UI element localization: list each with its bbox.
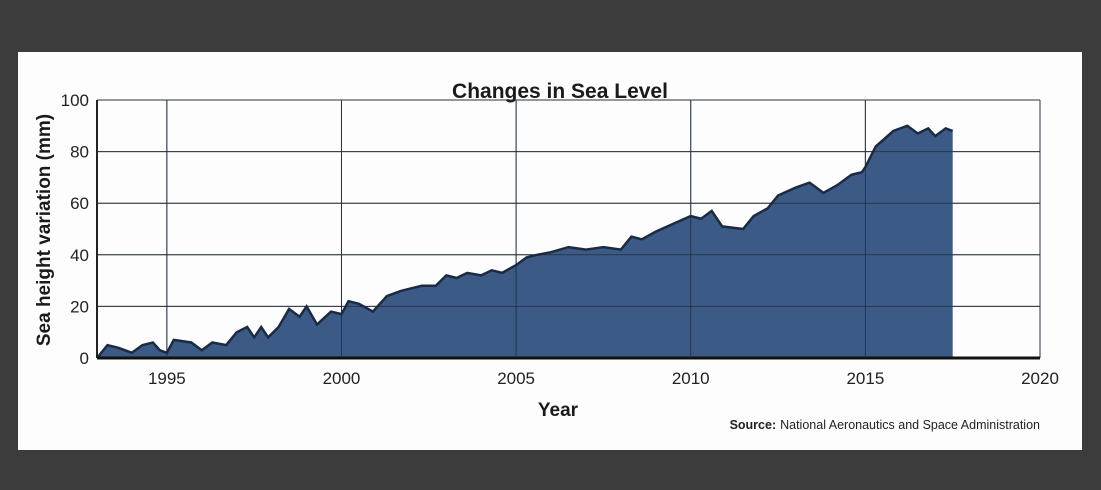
x-tick-label: 2010 [672,369,710,388]
sea-level-area [97,125,953,358]
y-tick-label: 60 [70,194,89,213]
sea-level-line [96,124,954,359]
y-tick-label: 80 [70,143,89,162]
y-axis-label: Sea height variation (mm) [34,114,55,346]
tick-labels: 0 20 40 60 80 100 1995 2000 2005 2010 2015 2020 [61,91,1059,388]
source-label: Source: [730,418,777,432]
x-axis-label: Year [538,400,579,421]
x-tick-label: 2005 [497,369,535,388]
source-note: Source: National Aeronautics and Space Ad… [730,418,1040,432]
x-tick-label: 2015 [846,369,884,388]
y-tick-label: 40 [70,246,89,265]
axes [96,99,1041,360]
y-tick-label: 0 [80,349,89,368]
chart-title: Changes in Sea Level [452,80,668,103]
x-tick-label: 2020 [1021,369,1059,388]
x-tick-label: 1995 [148,369,186,388]
source-text: National Aeronautics and Space Administr… [780,418,1040,432]
y-tick-label: 20 [70,297,89,316]
y-tick-label: 100 [61,91,89,110]
x-tick-label: 2000 [323,369,361,388]
